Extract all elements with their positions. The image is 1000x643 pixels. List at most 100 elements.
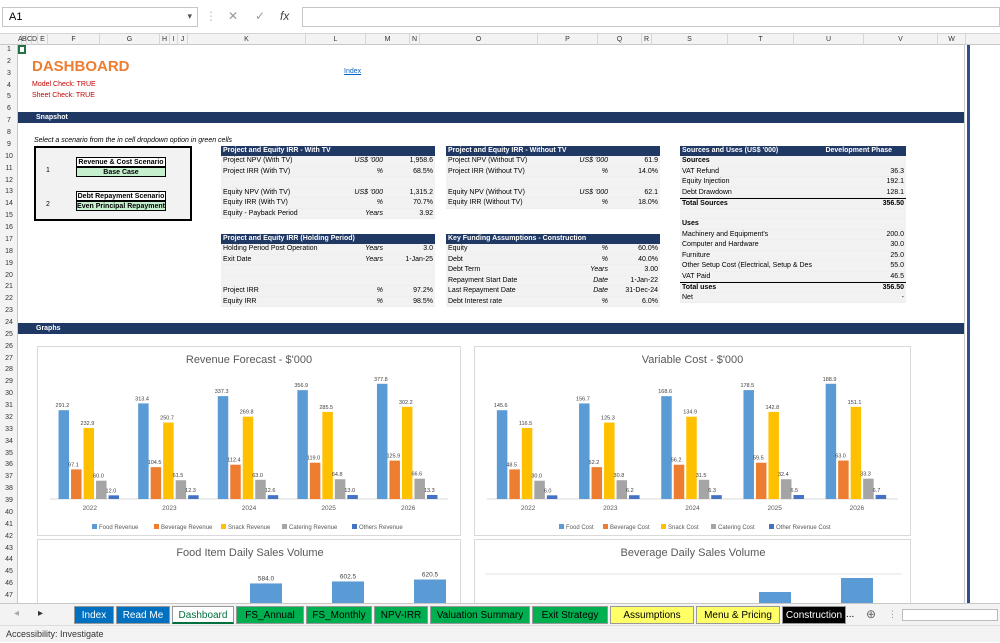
bar[interactable] bbox=[496, 410, 508, 499]
accessibility-status[interactable]: Accessibility: Investigate bbox=[6, 629, 104, 639]
bar[interactable] bbox=[376, 383, 388, 499]
row-header[interactable]: 39 bbox=[5, 497, 13, 505]
row-header[interactable]: 23 bbox=[5, 307, 13, 315]
row-header[interactable]: 13 bbox=[5, 188, 13, 196]
column-header[interactable]: N bbox=[410, 34, 420, 45]
column-header[interactable]: S bbox=[652, 34, 728, 45]
column-header[interactable]: U bbox=[794, 34, 864, 45]
column-header[interactable]: H bbox=[160, 34, 170, 45]
row-header[interactable]: 2 bbox=[7, 57, 11, 65]
bar[interactable] bbox=[71, 469, 82, 499]
tab-npv-irr[interactable]: NPV-IRR bbox=[374, 606, 428, 624]
horizontal-scrollbar[interactable] bbox=[902, 609, 998, 621]
row-header[interactable]: 8 bbox=[7, 129, 11, 137]
column-header[interactable]: Q bbox=[598, 34, 642, 45]
bar[interactable] bbox=[743, 390, 754, 499]
bar[interactable] bbox=[591, 467, 603, 499]
column-header[interactable]: R bbox=[642, 34, 652, 45]
index-link[interactable]: Index bbox=[344, 68, 362, 75]
row-header[interactable]: 21 bbox=[5, 283, 13, 291]
row-header[interactable]: 15 bbox=[5, 212, 13, 220]
bar[interactable] bbox=[686, 416, 697, 499]
bar[interactable] bbox=[108, 495, 120, 499]
row-header[interactable]: 18 bbox=[5, 247, 13, 255]
bar[interactable] bbox=[838, 460, 849, 499]
column-header[interactable]: V bbox=[864, 34, 938, 45]
bar[interactable] bbox=[332, 581, 364, 603]
tab-fs-monthly[interactable]: FS_Monthly bbox=[306, 606, 372, 624]
bar[interactable] bbox=[780, 479, 792, 499]
column-header[interactable]: M bbox=[366, 34, 410, 45]
bar[interactable] bbox=[96, 480, 107, 499]
bar[interactable] bbox=[863, 478, 874, 499]
formula-input[interactable] bbox=[302, 7, 1000, 27]
column-header[interactable]: L bbox=[306, 34, 366, 45]
bar[interactable] bbox=[414, 579, 446, 603]
bar[interactable] bbox=[546, 495, 558, 499]
column-header[interactable]: W bbox=[938, 34, 966, 45]
bar[interactable] bbox=[83, 427, 95, 499]
row-header[interactable]: 40 bbox=[5, 508, 13, 516]
tab-prev-icon[interactable]: ◂ bbox=[14, 608, 20, 619]
column-header[interactable]: F bbox=[48, 34, 100, 45]
column-header[interactable]: A bbox=[18, 34, 23, 45]
beverage-sales-volume-chart[interactable]: Beverage Daily Sales Volume bbox=[474, 539, 911, 603]
bar[interactable] bbox=[334, 479, 346, 499]
bar[interactable] bbox=[230, 464, 241, 499]
bar[interactable] bbox=[875, 494, 887, 499]
bar[interactable] bbox=[579, 403, 590, 499]
row-header[interactable]: 34 bbox=[5, 437, 13, 445]
bar[interactable] bbox=[347, 495, 358, 499]
row-header[interactable]: 47 bbox=[5, 592, 13, 600]
bar[interactable] bbox=[150, 467, 162, 499]
row-header[interactable]: 22 bbox=[5, 295, 13, 303]
bar[interactable] bbox=[242, 416, 254, 499]
column-header[interactable]: B bbox=[22, 34, 27, 45]
bar[interactable] bbox=[825, 383, 837, 499]
bar[interactable] bbox=[297, 390, 308, 499]
row-header[interactable]: 29 bbox=[5, 378, 13, 386]
bar[interactable] bbox=[267, 495, 279, 499]
row-header[interactable]: 3 bbox=[7, 69, 11, 77]
row-header[interactable]: 45 bbox=[5, 568, 13, 576]
row-header[interactable]: 28 bbox=[5, 366, 13, 374]
bar[interactable] bbox=[426, 494, 438, 499]
bar[interactable] bbox=[414, 478, 425, 499]
row-header[interactable]: 20 bbox=[5, 271, 13, 279]
row-header[interactable]: 44 bbox=[5, 556, 13, 564]
tab-construction[interactable]: Construction bbox=[782, 606, 846, 624]
vertical-scrollbar[interactable] bbox=[964, 45, 1000, 603]
row-header[interactable]: 26 bbox=[5, 342, 13, 350]
column-header[interactable]: J bbox=[178, 34, 188, 45]
bar[interactable] bbox=[661, 396, 672, 499]
tab-dashboard[interactable]: Dashboard bbox=[172, 606, 234, 624]
tab-next-icon[interactable]: ▸ bbox=[38, 608, 44, 619]
row-header[interactable]: 31 bbox=[5, 402, 13, 410]
bar[interactable] bbox=[389, 460, 400, 499]
bar[interactable] bbox=[58, 410, 70, 499]
column-header[interactable]: C bbox=[27, 34, 33, 45]
row-header[interactable]: 25 bbox=[5, 330, 13, 338]
row-header[interactable]: 41 bbox=[5, 520, 13, 528]
column-header[interactable]: T bbox=[728, 34, 794, 45]
row-header[interactable]: 17 bbox=[5, 235, 13, 243]
bar[interactable] bbox=[755, 462, 767, 499]
name-box[interactable]: A1 ▾ bbox=[2, 7, 198, 27]
bar[interactable] bbox=[217, 396, 229, 499]
bar[interactable] bbox=[188, 495, 199, 499]
column-header[interactable]: K bbox=[188, 34, 306, 45]
row-header[interactable]: 37 bbox=[5, 473, 13, 481]
bar[interactable] bbox=[768, 411, 779, 499]
selected-cell[interactable] bbox=[18, 45, 26, 54]
bar[interactable] bbox=[850, 406, 862, 499]
variable-cost-chart[interactable]: Variable Cost - $'000 2022 145.6 48.5 116.5 3… bbox=[474, 346, 911, 536]
tab-index[interactable]: Index bbox=[74, 606, 114, 624]
insert-function-icon[interactable]: fx bbox=[280, 9, 290, 23]
bar[interactable] bbox=[841, 578, 873, 603]
row-header[interactable]: 30 bbox=[5, 390, 13, 398]
tab-menu-pricing[interactable]: Menu & Pricing bbox=[696, 606, 780, 624]
bar[interactable] bbox=[711, 495, 722, 499]
column-header[interactable]: E bbox=[38, 34, 48, 45]
row-header[interactable]: 14 bbox=[5, 200, 13, 208]
column-header[interactable]: G bbox=[100, 34, 160, 45]
